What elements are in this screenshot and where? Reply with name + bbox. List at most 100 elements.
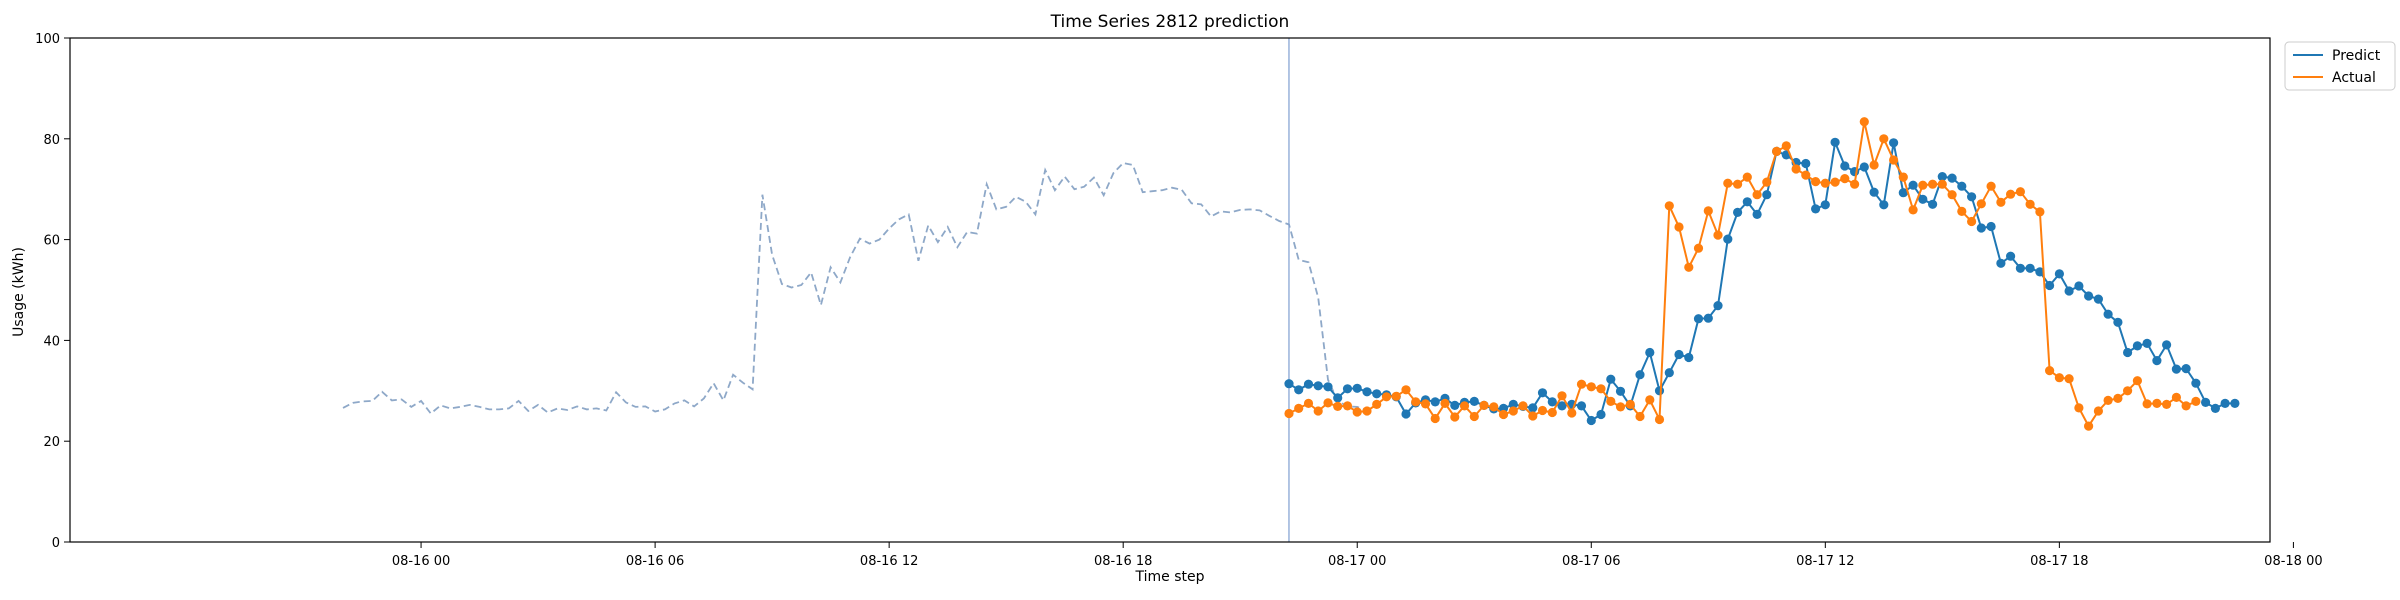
actual-point <box>1752 190 1762 200</box>
actual-point <box>1967 216 1977 227</box>
predict-point <box>2210 403 2220 413</box>
actual-point <box>2181 401 2191 411</box>
predict-point <box>2074 281 2084 291</box>
actual-point <box>1986 181 1996 191</box>
actual-point <box>1596 384 1606 394</box>
history-line <box>342 162 1368 415</box>
actual-point <box>1791 164 1801 174</box>
actual-point <box>1479 400 1489 410</box>
predict-point <box>1508 399 1518 409</box>
x-tick-label: 08-16 18 <box>1094 554 1152 569</box>
actual-point <box>1879 134 1889 144</box>
actual-point <box>1664 201 1674 211</box>
legend-label-actual: Actual <box>2332 70 2376 86</box>
actual-point <box>1684 262 1694 272</box>
actual-point <box>1772 146 1782 156</box>
predict-point <box>2171 364 2181 374</box>
predict-point <box>2123 347 2133 358</box>
actual-point <box>1908 205 1918 215</box>
x-tick-label: 08-16 12 <box>860 554 918 569</box>
x-tick-label: 08-17 06 <box>1562 554 1620 569</box>
predict-point <box>2093 294 2103 304</box>
actual-point <box>1323 398 1333 408</box>
predict-point <box>1733 207 1743 217</box>
tick-group: 0 20 40 60 80 100 08-16 00 08-16 06 08-16 12 08-1… <box>35 32 2322 569</box>
actual-point <box>1567 408 1577 418</box>
y-axis-label: Usage (kWh) <box>11 247 27 337</box>
actual-point <box>1537 405 1548 416</box>
actual-point <box>1937 179 1947 189</box>
x-tick-label: 08-16 00 <box>392 554 450 569</box>
predict-point <box>2084 291 2094 301</box>
actual-point <box>2123 386 2133 396</box>
predict-point <box>1606 374 1616 384</box>
x-axis-label: Time step <box>1135 569 1205 585</box>
predict-point <box>1957 181 1967 191</box>
actual-point <box>1840 174 1850 184</box>
actual-point <box>1928 179 1938 189</box>
predict-point <box>1362 387 1372 397</box>
actual-point <box>2025 199 2035 209</box>
actual-point <box>1898 172 1908 182</box>
actual-point <box>1528 411 1538 421</box>
predict-point <box>2142 338 2152 348</box>
actual-point <box>1762 177 1772 187</box>
predict-point <box>1889 138 1899 148</box>
actual-point <box>1440 398 1450 408</box>
predict-point <box>1801 158 1811 169</box>
actual-point <box>1918 180 1928 190</box>
actual-point <box>1693 243 1704 253</box>
predict-point <box>2113 317 2123 327</box>
predict-point <box>1333 393 1343 403</box>
actual-point <box>1811 177 1821 187</box>
actual-point <box>1489 402 1499 412</box>
y-tick-label: 100 <box>35 32 60 47</box>
actual-point <box>1713 230 1723 240</box>
history-group <box>342 162 1368 415</box>
predict-point <box>2181 364 2191 374</box>
actual-point <box>1469 411 1479 422</box>
predict-point <box>2230 398 2240 408</box>
actual-point <box>1401 385 1411 395</box>
actual-point <box>2191 396 2201 406</box>
predict-point <box>1986 221 1996 232</box>
predict-point <box>1615 386 1626 396</box>
predict-point <box>1352 383 1362 393</box>
predict-point <box>1830 137 1840 147</box>
actual-point <box>1372 399 1382 409</box>
actual-point <box>1284 408 1294 419</box>
predict-point <box>1879 200 1889 210</box>
predict-point <box>1937 172 1947 182</box>
actual-point <box>1557 391 1567 401</box>
actual-line <box>1288 121 2197 429</box>
actual-point <box>1869 160 1879 170</box>
predict-point <box>1742 197 1752 207</box>
actual-point <box>1294 403 1304 413</box>
predict-point <box>1869 187 1879 197</box>
actual-point <box>2015 187 2025 197</box>
predict-point <box>1820 200 1830 210</box>
actual-point <box>2054 373 2064 383</box>
actual-point <box>2084 421 2094 431</box>
predict-point <box>2045 280 2055 291</box>
predict-line <box>1288 138 2235 422</box>
actual-point <box>2142 399 2152 409</box>
predict-point <box>1430 397 1440 407</box>
predict-point <box>1537 388 1548 398</box>
predict-point <box>1947 173 1957 183</box>
actual-point <box>1830 177 1840 187</box>
actual-point <box>1450 412 1460 422</box>
predict-point <box>1693 314 1704 324</box>
predict-point <box>1674 349 1684 360</box>
predict-point <box>1967 192 1977 202</box>
predict-point <box>1528 403 1538 413</box>
actual-point <box>1976 199 1986 209</box>
actual-point <box>2171 392 2181 402</box>
chart-title: Time Series 2812 prediction <box>1050 12 1290 32</box>
predict-point <box>2064 286 2074 296</box>
actual-point <box>2132 376 2142 386</box>
actual-point <box>1820 178 1830 188</box>
predict-point <box>1372 389 1382 399</box>
actual-point <box>1420 399 1431 409</box>
predict-point <box>1713 301 1723 311</box>
